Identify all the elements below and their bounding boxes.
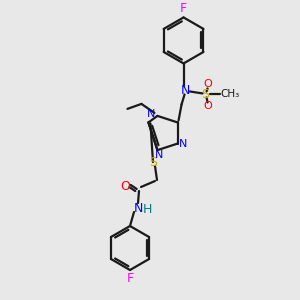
Text: N: N (133, 202, 143, 214)
Text: F: F (180, 2, 187, 15)
Text: N: N (155, 150, 164, 160)
Text: N: N (147, 109, 156, 119)
Text: S: S (149, 155, 157, 169)
Text: H: H (142, 202, 152, 215)
Text: N: N (179, 139, 188, 148)
Text: O: O (203, 80, 212, 89)
Text: O: O (203, 101, 212, 111)
Text: F: F (126, 272, 134, 284)
Text: S: S (202, 88, 210, 101)
Text: O: O (120, 179, 130, 193)
Text: N: N (181, 84, 190, 97)
Text: CH₃: CH₃ (220, 89, 239, 99)
